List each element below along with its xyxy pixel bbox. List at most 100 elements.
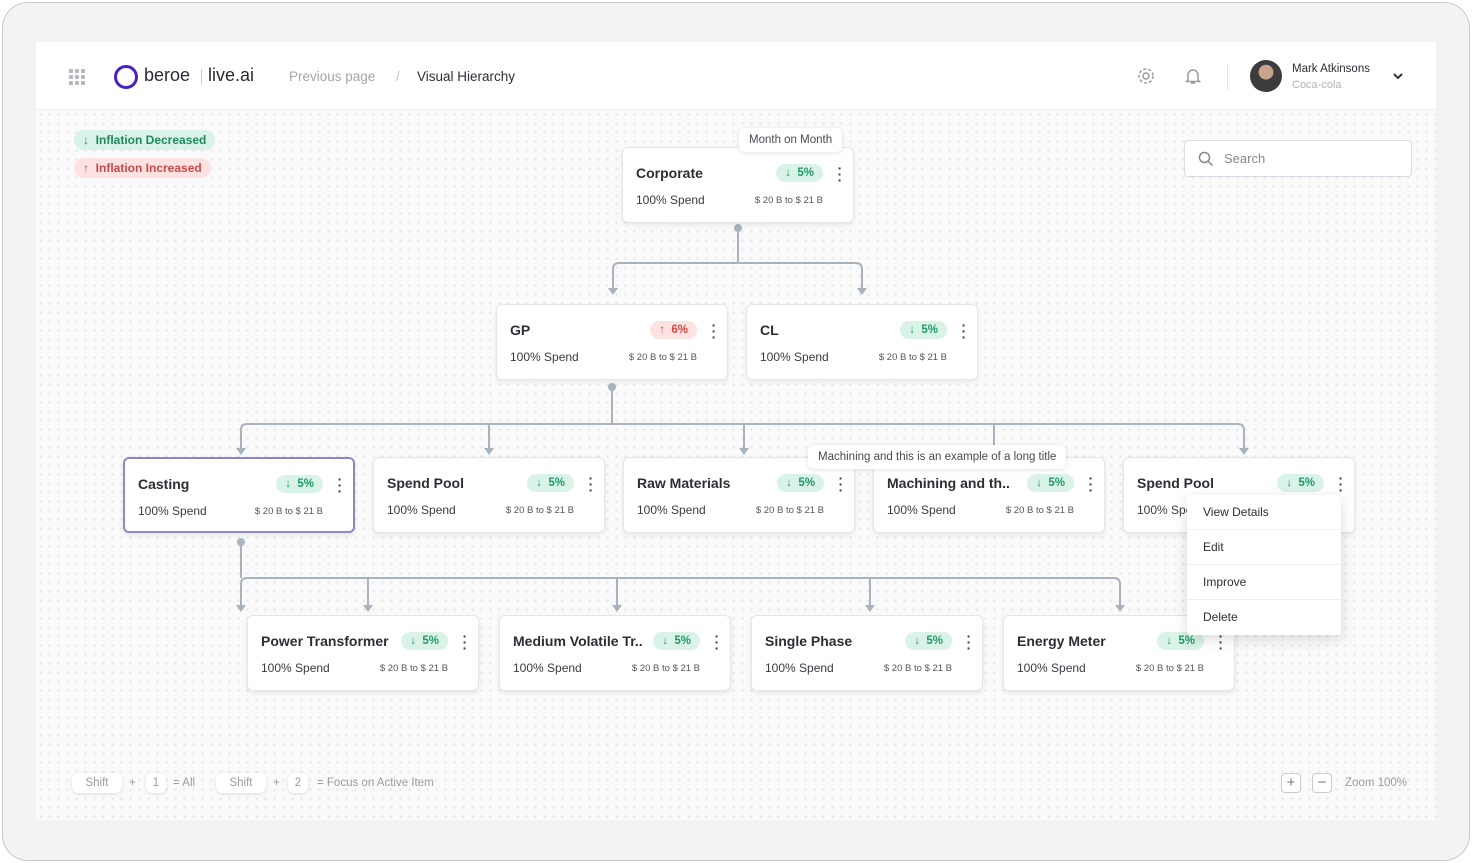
arrow-down-icon: ↓ xyxy=(1286,477,1292,489)
shortcut-plus: + xyxy=(129,777,136,789)
node-range: $ 20 B to $ 21 B xyxy=(379,663,448,674)
change-badge: ↓ 5% xyxy=(1277,474,1324,492)
node-casting[interactable]: Casting ↓ 5% · · · 100% Spend $ 20 B to $ … xyxy=(123,457,355,533)
node-medium-volatile[interactable]: Medium Volatile Tr.. ↓ 5% · · · 100% Spend… xyxy=(499,615,731,691)
change-value: 5% xyxy=(926,635,943,647)
more-options-icon[interactable]: · · · xyxy=(1338,470,1344,498)
legend-label: Inflation Increased xyxy=(95,161,202,175)
node-title: Medium Volatile Tr.. xyxy=(513,633,643,649)
search-input[interactable]: Search xyxy=(1184,140,1412,177)
more-options-icon[interactable]: · · · xyxy=(714,628,720,656)
arrow-down-icon: ↓ xyxy=(1166,635,1172,647)
more-options-icon[interactable]: · · · xyxy=(837,160,843,188)
node-range: $ 20 B to $ 21 B xyxy=(631,663,700,674)
chevron-down-icon[interactable] xyxy=(1392,71,1404,81)
arrow-head-icon xyxy=(612,605,622,612)
zoom-out-button[interactable]: − xyxy=(1312,773,1332,793)
node-title: Power Transformer xyxy=(261,633,389,649)
node-machining[interactable]: Machining and th.. ↓ 5% · · · 100% Spend $… xyxy=(873,457,1105,533)
node-range: $ 20 B to $ 21 B xyxy=(1135,663,1204,674)
node-range: $ 20 B to $ 21 B xyxy=(883,663,952,674)
more-options-icon[interactable]: · · · xyxy=(966,628,972,656)
node-raw-materials[interactable]: Raw Materials ↓ 5% · · · 100% Spend $ 20 B… xyxy=(623,457,855,533)
more-options-icon[interactable]: · · · xyxy=(588,470,594,498)
settings-gear-icon[interactable] xyxy=(1136,66,1156,86)
node-range: $ 20 B to $ 21 B xyxy=(755,505,824,516)
menu-item-improve[interactable]: Improve xyxy=(1187,565,1341,600)
shortcut-all-label: = All xyxy=(173,777,196,789)
arrow-down-icon: ↓ xyxy=(909,324,915,336)
node-power-transformer[interactable]: Power Transformer ↓ 5% · · · 100% Spend $ … xyxy=(247,615,479,691)
change-badge: ↓ 5% xyxy=(1027,474,1074,492)
more-options-icon[interactable]: · · · xyxy=(961,317,967,345)
apps-grid-icon[interactable] xyxy=(69,69,85,85)
more-options-icon[interactable]: · · · xyxy=(838,470,844,498)
beroe-logo-icon xyxy=(114,65,138,89)
node-spend: 100% Spend xyxy=(636,193,705,207)
node-corporate[interactable]: Corporate ↓ 5% · · · 100% Spend $ 20 B to … xyxy=(622,147,854,223)
user-avatar[interactable] xyxy=(1250,60,1282,92)
top-bar: beroe live.ai Previous page / Visual Hie… xyxy=(36,42,1436,110)
node-range: $ 20 B to $ 21 B xyxy=(254,506,323,517)
node-gp[interactable]: GP ↑ 6% · · · 100% Spend $ 20 B to $ 21 B xyxy=(496,304,728,380)
zoom-in-button[interactable]: + xyxy=(1281,773,1301,793)
node-title: Corporate xyxy=(636,165,703,181)
legend-inflation-increased: ↑ Inflation Increased xyxy=(74,158,211,178)
context-menu: View Details Edit Improve Delete xyxy=(1187,495,1341,635)
node-spend: 100% Spend xyxy=(387,503,456,517)
arrow-head-icon xyxy=(363,605,373,612)
tooltip-month-on-month: Month on Month xyxy=(739,128,843,152)
arrow-down-icon: ↓ xyxy=(1036,477,1042,489)
arrow-down-icon: ↓ xyxy=(914,635,920,647)
node-range: $ 20 B to $ 21 B xyxy=(505,505,574,516)
menu-item-edit[interactable]: Edit xyxy=(1187,530,1341,565)
change-badge: ↓ 5% xyxy=(1157,632,1204,650)
change-badge: ↓ 5% xyxy=(900,321,947,339)
node-title: GP xyxy=(510,322,531,338)
node-spend-pool-1[interactable]: Spend Pool ↓ 5% · · · 100% Spend $ 20 B to… xyxy=(373,457,605,533)
connector-lines xyxy=(236,224,1249,612)
node-title: Spend Pool xyxy=(387,475,464,491)
change-value: 5% xyxy=(1048,477,1065,489)
node-title: Machining and th.. xyxy=(887,475,1010,491)
user-company: Coca-cola xyxy=(1292,79,1342,91)
more-options-icon[interactable]: · · · xyxy=(1088,470,1094,498)
menu-item-delete[interactable]: Delete xyxy=(1203,610,1238,624)
node-spend: 100% Spend xyxy=(637,503,706,517)
arrow-head-icon xyxy=(1115,605,1125,612)
node-range: $ 20 B to $ 21 B xyxy=(754,195,823,206)
breadcrumb-previous[interactable]: Previous page xyxy=(289,69,376,84)
arrow-head-icon xyxy=(857,288,867,295)
change-badge: ↓ 5% xyxy=(276,475,323,493)
more-options-icon[interactable]: · · · xyxy=(462,628,468,656)
arrow-down-icon: ↓ xyxy=(83,133,89,147)
node-spend: 100% Spend xyxy=(1017,661,1086,675)
shortcut-key-2: 2 xyxy=(288,773,308,793)
change-value: 5% xyxy=(798,477,815,489)
connector-line xyxy=(240,423,1245,450)
legend-inflation-decreased: ↓ Inflation Decreased xyxy=(74,130,216,150)
brand-suffix: live.ai xyxy=(208,65,255,85)
more-options-icon[interactable]: · · · xyxy=(711,317,717,345)
menu-item-view-details[interactable]: View Details xyxy=(1187,495,1341,530)
change-badge: ↓ 5% xyxy=(527,474,574,492)
node-spend: 100% Spend xyxy=(887,503,956,517)
arrow-head-icon xyxy=(236,448,246,455)
more-options-icon[interactable]: · · · xyxy=(1218,628,1224,656)
node-range: $ 20 B to $ 21 B xyxy=(1005,505,1074,516)
notification-bell-icon[interactable] xyxy=(1183,66,1203,86)
more-options-icon[interactable]: · · · xyxy=(337,471,343,499)
arrow-head-icon xyxy=(236,605,246,612)
shortcut-key-1: 1 xyxy=(146,773,166,793)
change-value: 5% xyxy=(297,478,314,490)
node-cl[interactable]: CL ↓ 5% · · · 100% Spend $ 20 B to $ 21 B xyxy=(746,304,978,380)
legend-label: Inflation Decreased xyxy=(95,133,207,147)
node-title: Single Phase xyxy=(765,633,853,649)
logo-divider xyxy=(201,69,202,85)
node-spend: 100% Spend xyxy=(138,504,207,518)
node-title: CL xyxy=(760,322,779,338)
arrow-down-icon: ↓ xyxy=(786,477,792,489)
node-single-phase[interactable]: Single Phase ↓ 5% · · · 100% Spend $ 20 B … xyxy=(751,615,983,691)
connector-line xyxy=(240,577,1121,607)
shortcut-key-shift-2: Shift xyxy=(216,773,266,793)
